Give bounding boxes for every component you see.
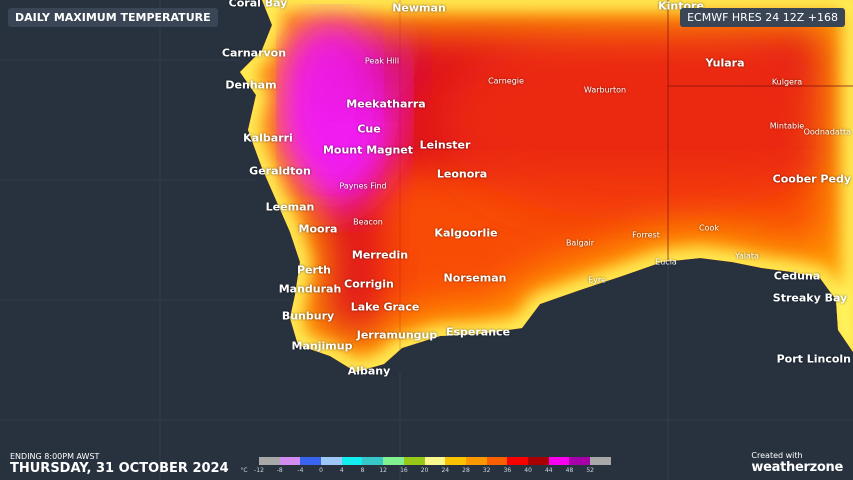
weatherzone-credit: Created with weatherzone xyxy=(751,451,843,475)
city-label: Bunbury xyxy=(281,309,335,323)
legend-swatch xyxy=(321,457,342,465)
city-label: Cook xyxy=(698,223,720,233)
legend-tick: -12 xyxy=(254,467,264,474)
city-label: Beacon xyxy=(353,217,383,227)
city-label: Carnarvon xyxy=(221,46,287,60)
city-label: Norseman xyxy=(443,271,507,285)
city-label: Paynes Find xyxy=(339,181,387,191)
model-run-label: ECMWF HRES 24 12Z +168 xyxy=(680,8,845,27)
city-label: Streaky Bay xyxy=(772,291,848,305)
city-label: Carnegie xyxy=(488,76,524,86)
credit-line: Created with xyxy=(751,451,803,460)
legend-tick: 4 xyxy=(339,467,344,474)
city-label: Manjimup xyxy=(291,339,353,353)
city-label: Cue xyxy=(357,122,381,136)
legend-swatch xyxy=(259,457,280,465)
city-label: Eyre xyxy=(588,275,606,285)
legend-swatch xyxy=(300,457,322,465)
legend-swatch xyxy=(383,457,404,465)
city-label: Kalgoorlie xyxy=(434,226,498,240)
legend-swatch xyxy=(569,457,590,465)
city-label: Perth xyxy=(296,263,332,277)
city-label: Eucla xyxy=(655,257,677,267)
valid-time-label: ENDING 8:00PM AWST xyxy=(10,452,100,461)
forecast-date: THURSDAY, 31 OCTOBER 2024 xyxy=(10,461,229,476)
city-label: Denham xyxy=(225,78,277,92)
map-title: DAILY MAXIMUM TEMPERATURE xyxy=(8,8,218,27)
legend-swatch xyxy=(362,457,384,465)
legend-tick: 8 xyxy=(360,467,365,474)
city-label: Balgair xyxy=(565,238,595,248)
city-label: Newman xyxy=(392,1,446,15)
legend-tick: 20 xyxy=(420,467,429,474)
city-label: Warburton xyxy=(583,85,627,95)
city-label: Mintabie xyxy=(769,121,805,131)
city-label: Yulara xyxy=(705,56,745,70)
legend-swatch xyxy=(465,457,487,465)
city-label: Port Lincoln xyxy=(776,352,851,366)
city-label: Corrigin xyxy=(344,277,394,291)
legend-tick: 32 xyxy=(482,467,491,474)
city-label: Leonora xyxy=(436,167,488,181)
legend-tick: 16 xyxy=(400,467,408,474)
temperature-legend: °C -12 -8 -4 0 4 8 12 16 20 24 28 32 36 40 44 48 52 xyxy=(240,457,611,477)
legend-swatch xyxy=(527,457,549,465)
city-label: Albany xyxy=(347,364,391,378)
city-label: Leinster xyxy=(419,138,471,152)
city-label: Coral Bay xyxy=(228,0,288,10)
city-label: Leeman xyxy=(265,200,315,214)
city-label: Kalbarri xyxy=(243,131,293,145)
city-label: Jerramungup xyxy=(356,328,438,342)
city-label: Forrest xyxy=(632,230,660,240)
city-label: Meekatharra xyxy=(346,97,426,111)
legend-tick: 24 xyxy=(441,467,450,474)
city-label: Lake Grace xyxy=(350,300,420,314)
legend-tick: 52 xyxy=(586,467,595,474)
city-label: Peak Hill xyxy=(364,56,400,66)
legend-tick: 44 xyxy=(544,467,553,474)
legend-swatch xyxy=(424,457,446,465)
city-label: Coober Pedy xyxy=(772,172,851,186)
legend-swatch xyxy=(548,457,570,465)
legend-tick: 28 xyxy=(462,467,470,474)
legend-swatch xyxy=(403,457,425,465)
city-label: Ceduna xyxy=(773,269,821,283)
legend-swatch xyxy=(507,457,528,465)
legend-tick: 40 xyxy=(524,467,532,474)
legend-tick: 12 xyxy=(379,467,388,474)
legend-swatch xyxy=(341,457,363,465)
city-label: Mount Magnet xyxy=(322,143,414,157)
legend-tick: -8 xyxy=(276,467,283,474)
weatherzone-logo: weatherzone xyxy=(751,460,843,475)
legend-tick: -4 xyxy=(297,467,304,474)
city-label: Esperance xyxy=(445,325,511,339)
legend-swatch xyxy=(445,457,466,465)
legend-swatch xyxy=(590,457,611,465)
city-label: Moora xyxy=(298,222,338,236)
legend-tick: 36 xyxy=(503,467,512,474)
city-label: Yalata xyxy=(735,251,759,261)
legend-unit: °C xyxy=(240,467,248,474)
legend-swatch xyxy=(486,457,508,465)
legend-tick: 48 xyxy=(565,467,574,474)
city-label: Oodnadatta xyxy=(803,127,851,137)
legend-swatch xyxy=(279,457,301,465)
city-label: Merredin xyxy=(351,248,409,262)
legend-tick: 0 xyxy=(319,467,324,474)
city-label: Geraldton xyxy=(249,164,311,178)
city-label: Kulgera xyxy=(771,77,803,87)
city-label: Mandurah xyxy=(278,282,342,296)
